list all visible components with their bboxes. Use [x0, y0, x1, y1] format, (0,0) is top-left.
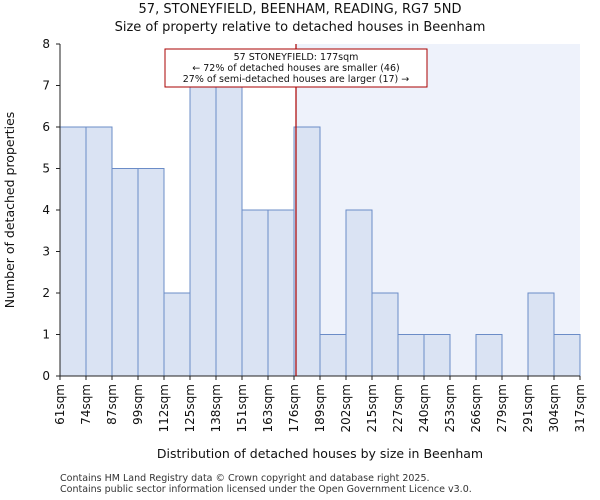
x-tick-label: 317sqm [573, 384, 587, 432]
x-tick-label: 176sqm [287, 384, 301, 432]
y-tick-label: 2 [42, 286, 50, 300]
x-tick-label: 151sqm [235, 384, 249, 432]
bar [319, 334, 347, 377]
y-tick-label: 4 [42, 203, 50, 217]
x-tick-label: 215sqm [365, 384, 379, 432]
chart-subtitle: Size of property relative to detached ho… [114, 20, 486, 35]
y-tick-label: 0 [42, 369, 50, 383]
bar [111, 168, 139, 377]
bar [553, 334, 581, 377]
x-tick-label: 189sqm [313, 384, 327, 432]
x-tick-label: 74sqm [79, 384, 93, 425]
x-tick-label: 112sqm [157, 384, 171, 432]
bar [85, 126, 113, 377]
y-axis-label: Number of detached properties [2, 112, 17, 309]
x-tick-label: 227sqm [391, 384, 405, 432]
y-tick-label: 8 [42, 37, 50, 51]
bar [423, 334, 451, 377]
annotation-line: 27% of semi-detached houses are larger (… [183, 74, 410, 85]
bar [345, 209, 373, 377]
annotation-line: 57 STONEYFIELD: 177sqm [234, 52, 359, 63]
bar [163, 292, 191, 377]
y-tick-label: 1 [42, 328, 50, 342]
bar [267, 209, 295, 377]
footer-licence: Contains public sector information licen… [60, 484, 472, 495]
bar [189, 85, 217, 377]
x-tick-label: 87sqm [105, 384, 119, 425]
bar [371, 292, 399, 377]
footer-copyright: Contains HM Land Registry data © Crown c… [60, 473, 430, 484]
x-tick-label: 202sqm [339, 384, 353, 432]
y-tick-label: 7 [42, 79, 50, 93]
bar [293, 126, 321, 377]
bar [59, 126, 87, 377]
chart-title: 57, STONEYFIELD, BEENHAM, READING, RG7 5… [138, 2, 462, 17]
bar [241, 209, 269, 377]
bar [137, 168, 165, 377]
x-tick-label: 138sqm [209, 384, 223, 432]
bar [475, 334, 503, 377]
bar [397, 334, 425, 377]
x-tick-label: 99sqm [131, 384, 145, 425]
bar [215, 85, 243, 377]
x-tick-label: 253sqm [443, 384, 457, 432]
x-axis-label: Distribution of detached houses by size … [157, 446, 483, 461]
annotation-line: ← 72% of detached houses are smaller (46… [192, 63, 399, 74]
x-tick-label: 163sqm [261, 384, 275, 432]
x-tick-label: 304sqm [547, 384, 561, 432]
x-tick-label: 279sqm [495, 384, 509, 432]
x-tick-label: 61sqm [53, 384, 67, 425]
x-tick-label: 291sqm [521, 384, 535, 432]
y-tick-label: 3 [42, 245, 50, 259]
y-tick-label: 6 [42, 120, 50, 134]
x-tick-label: 266sqm [469, 384, 483, 432]
bar [527, 292, 555, 377]
y-tick-label: 5 [42, 162, 50, 176]
x-tick-label: 240sqm [417, 384, 431, 432]
annotation-box [164, 48, 428, 88]
x-tick-label: 125sqm [183, 384, 197, 432]
